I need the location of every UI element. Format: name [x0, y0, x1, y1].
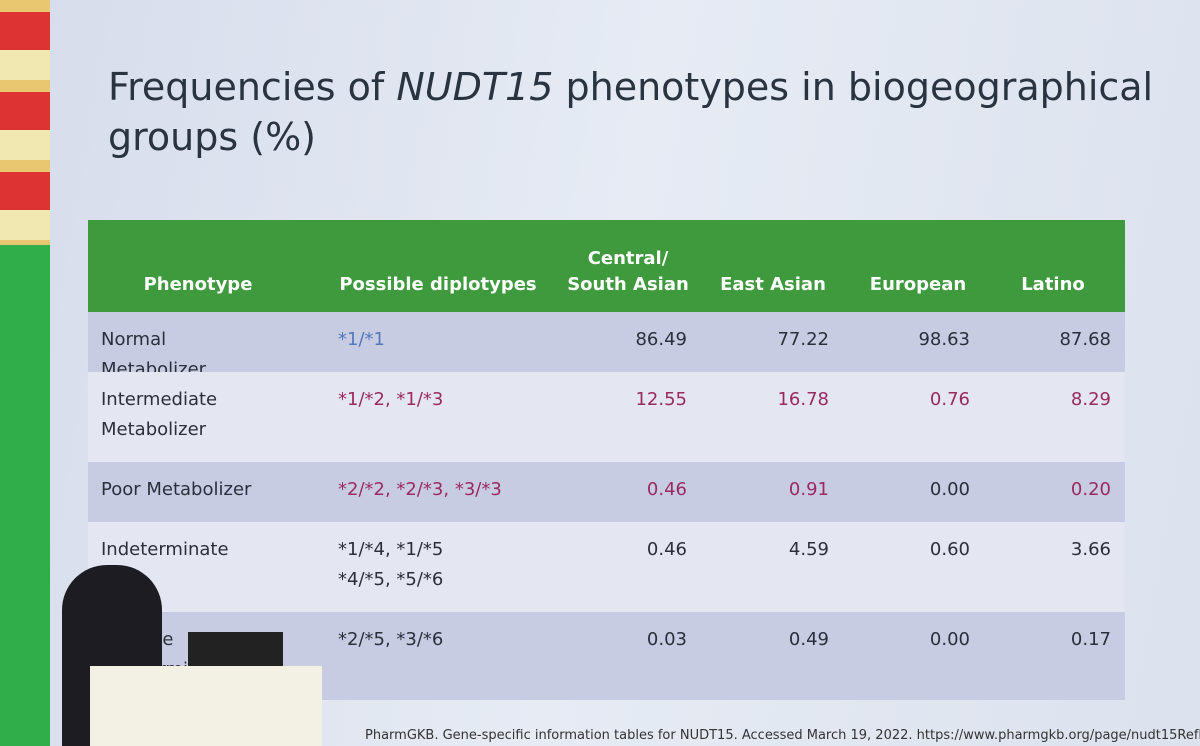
value: 16.78	[777, 389, 829, 410]
diplotype: *4/*5, *5/*6	[338, 569, 444, 590]
row-bg	[88, 372, 1125, 462]
podium	[90, 666, 322, 746]
row-bg	[88, 522, 1125, 612]
value: 0.03	[646, 629, 687, 650]
value: 0.00	[929, 629, 970, 650]
value: 0.91	[788, 479, 829, 500]
value: 86.49	[635, 329, 687, 350]
header-cell: European	[869, 274, 967, 295]
value: 0.46	[646, 539, 687, 560]
value: 0.17	[1070, 629, 1111, 650]
value: 77.22	[777, 329, 829, 350]
header-cell: East Asian	[720, 274, 826, 295]
value: 0.20	[1070, 479, 1111, 500]
value: 0.49	[788, 629, 829, 650]
slide-title: Frequencies of NUDT15 phenotypes in biog…	[108, 62, 1158, 162]
header-cell: Latino	[1021, 274, 1085, 295]
table: Phenotype Possible diplotypes Central/ Sou…	[88, 220, 1125, 700]
phenotype: Intermediate Metabolizer	[101, 389, 218, 440]
row-bg	[88, 312, 1125, 372]
laptop	[188, 632, 283, 668]
diplotype: *2/*2, *2/*3, *3/*3	[338, 479, 502, 500]
title-text: Frequencies of	[108, 65, 397, 109]
header-cell: Possible diplotypes	[339, 274, 537, 295]
diplotype: *1/*2, *1/*3	[338, 389, 444, 410]
diplotype: *1/*4, *1/*5	[338, 539, 444, 560]
value: 12.55	[635, 389, 687, 410]
header-row	[88, 220, 1125, 312]
value: 0.46	[646, 479, 687, 500]
value: 0.76	[929, 389, 970, 410]
header-cell: Central/ South Asian	[567, 248, 689, 295]
value: 0.00	[929, 479, 970, 500]
value: 87.68	[1059, 329, 1111, 350]
header-cell: Phenotype	[143, 274, 253, 295]
phenotype: Poor Metabolizer	[101, 479, 252, 500]
value: 8.29	[1070, 389, 1111, 410]
value: 98.63	[918, 329, 970, 350]
value: 3.66	[1070, 539, 1111, 560]
value: 4.59	[788, 539, 829, 560]
diplotype: *1/*1	[338, 329, 385, 350]
decor-dna	[0, 0, 50, 245]
row-bg	[88, 462, 1125, 522]
footnote: PharmGKB. Gene-specific information tabl…	[365, 728, 1200, 743]
value: 0.60	[929, 539, 970, 560]
phenotype: Indeterminate	[101, 539, 229, 560]
title-text: phenotypes in biogeographical groups (%)	[108, 65, 1154, 159]
title-gene: NUDT15	[396, 65, 554, 109]
diplotype: *2/*5, *3/*6	[338, 629, 444, 650]
